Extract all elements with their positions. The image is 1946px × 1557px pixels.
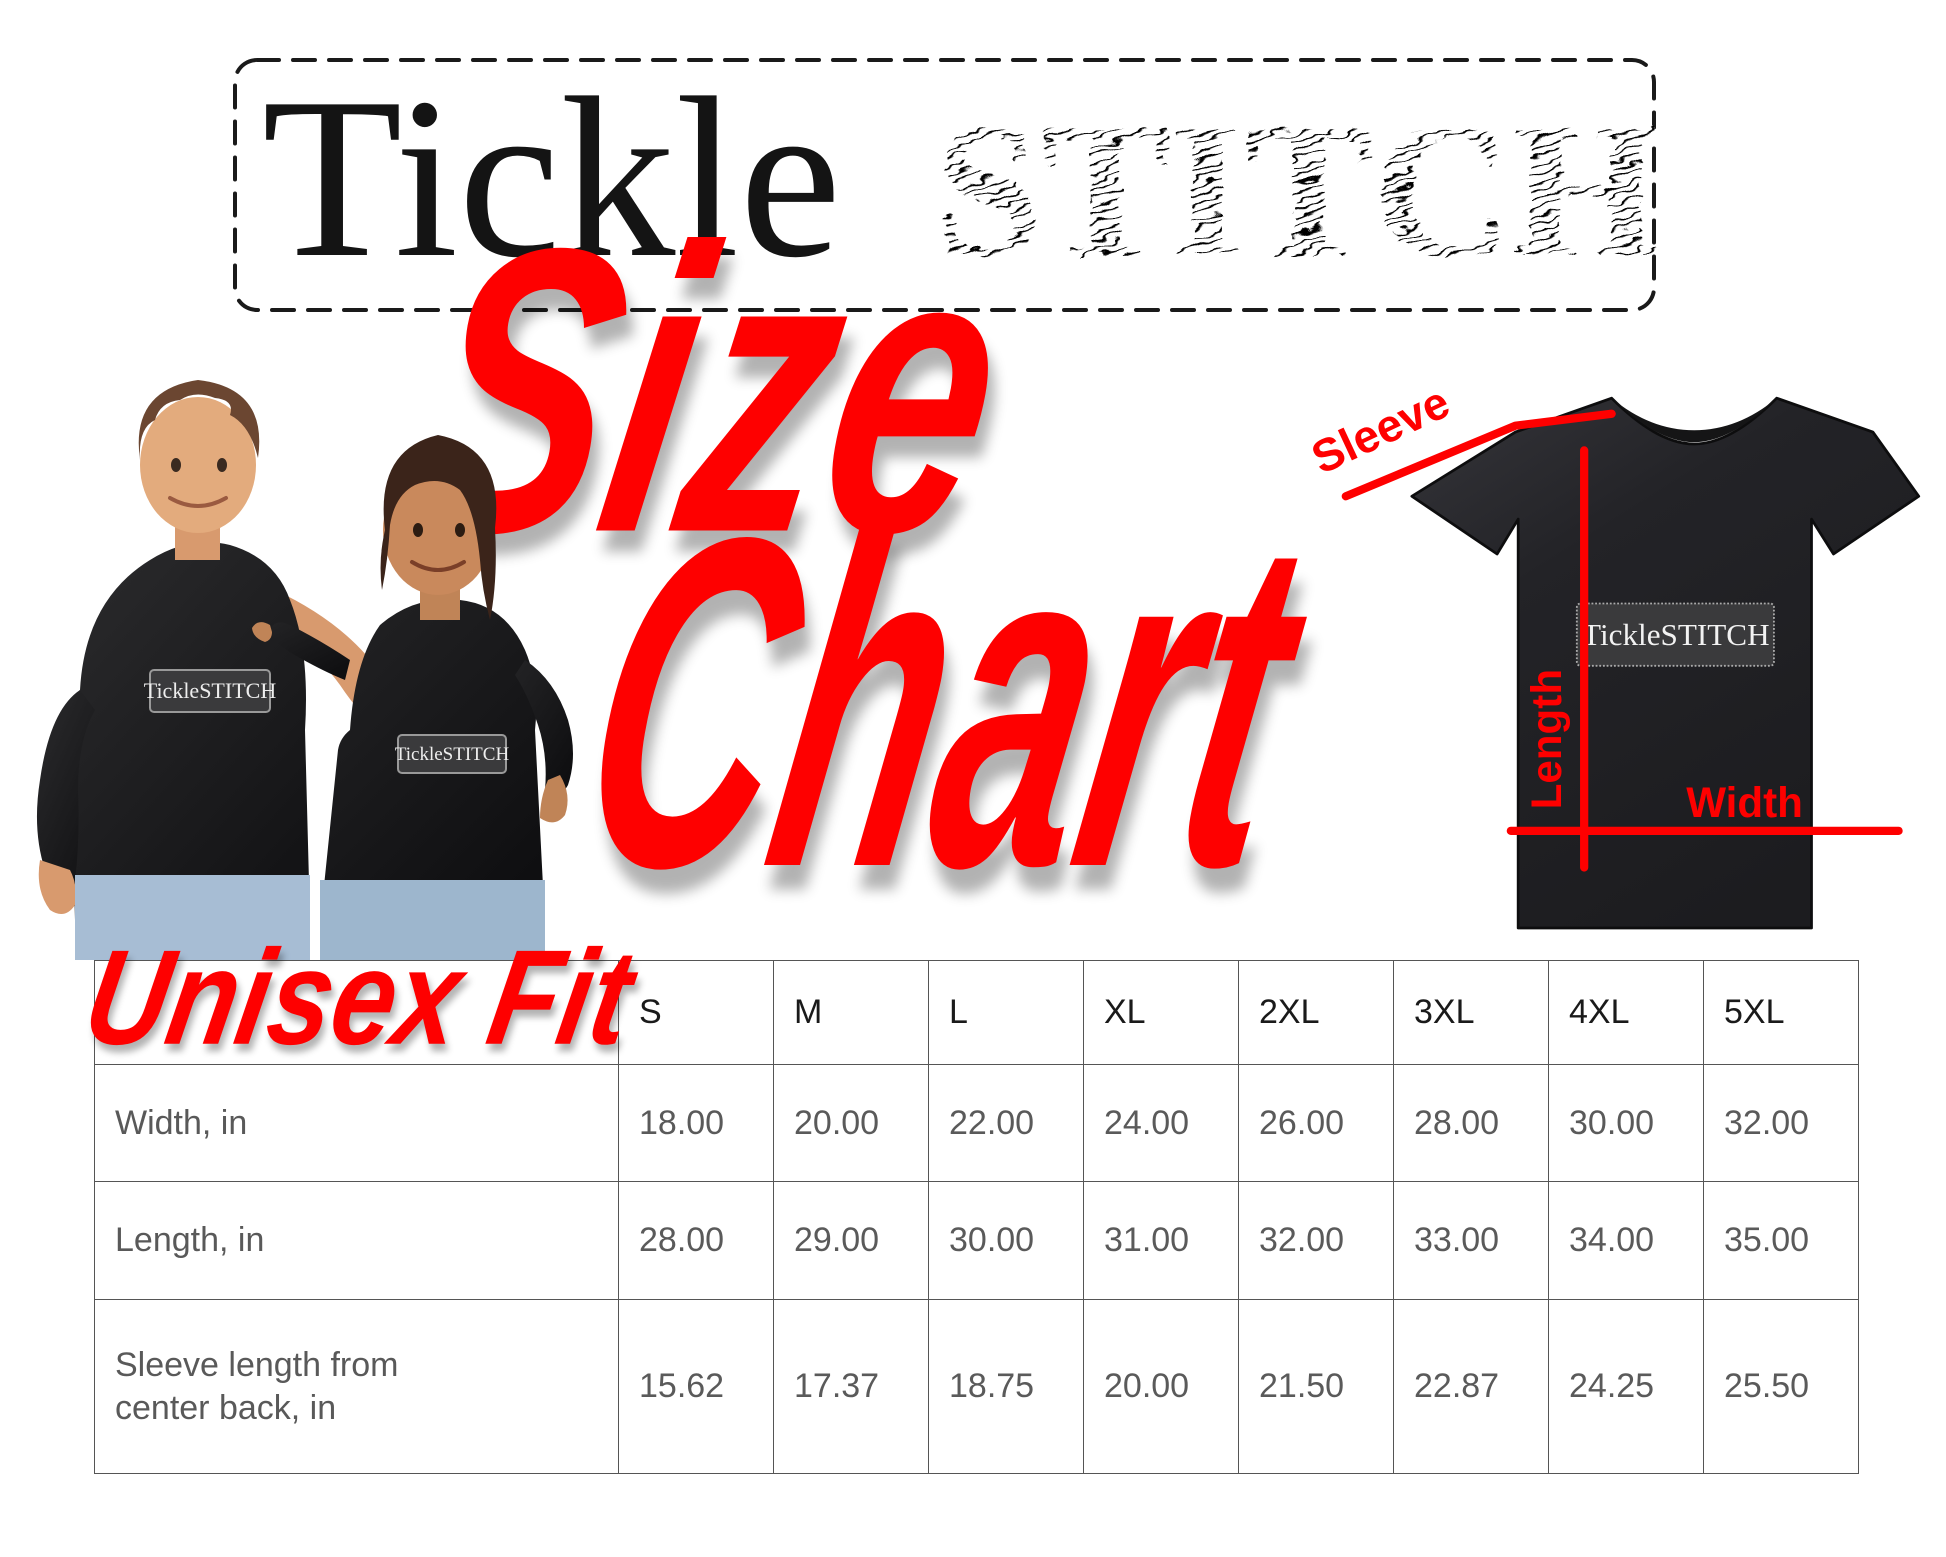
svg-text:TickleSTITCH: TickleSTITCH	[144, 678, 277, 703]
svg-text:TickleSTITCH: TickleSTITCH	[395, 744, 510, 765]
svg-text:TickleSTITCH: TickleSTITCH	[1582, 617, 1770, 652]
svg-text:Length: Length	[1523, 669, 1570, 810]
svg-text:Width: Width	[1686, 779, 1803, 826]
svg-text:Sleeve: Sleeve	[1304, 376, 1457, 484]
